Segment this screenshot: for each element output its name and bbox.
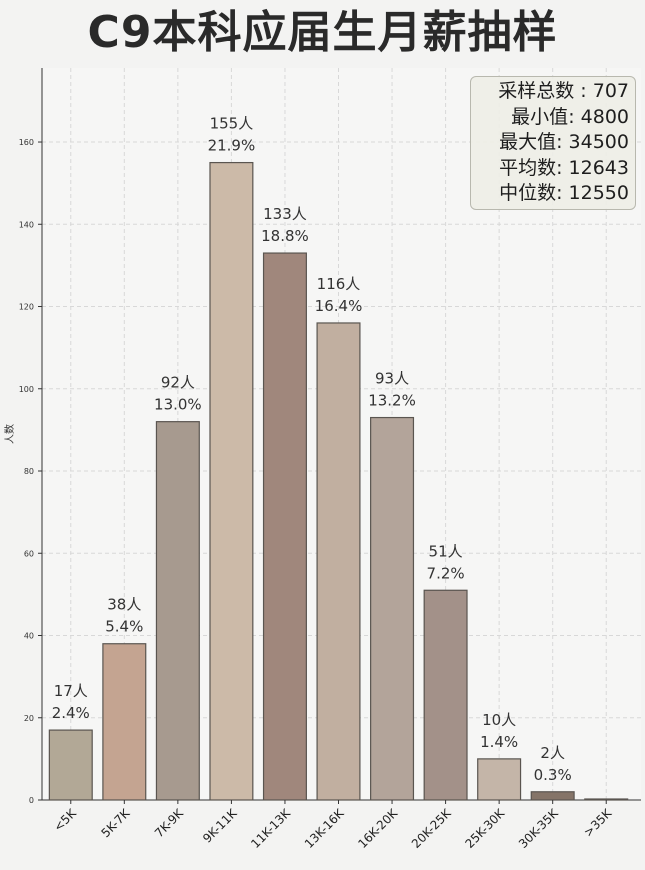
x-tick-label: <5K [51, 805, 80, 834]
bar-count-label: 93人 [375, 370, 409, 388]
bar-5k [48, 729, 93, 801]
y-tick-label: 80 [24, 467, 34, 476]
bar-9k-11k [209, 161, 254, 801]
y-axis-label: 人数 [3, 424, 16, 444]
bar-16k-20k [370, 416, 415, 801]
bar-percent-label: 5.4% [105, 618, 143, 636]
chart-title: C9本科应届生月薪抽样 [87, 7, 558, 58]
bar-percent-label: 2.4% [52, 704, 90, 722]
bar-count-label: 38人 [107, 596, 141, 614]
bar-7k-9k [155, 421, 200, 801]
bar-count-label: 51人 [429, 542, 463, 560]
bar-count-label: 116人 [317, 275, 361, 293]
x-tick-label: 9K-11K [200, 805, 240, 845]
y-tick-label: 160 [19, 138, 34, 147]
bar-13k-16k [316, 322, 361, 801]
stat-label: 最小值 [511, 105, 569, 128]
x-tick-label: 30K-35K [516, 805, 562, 851]
bar-count-label: 17人 [54, 682, 88, 700]
stat-row-median: 中位数: 12550 [477, 181, 629, 207]
x-tick-label: 20K-25K [409, 805, 455, 851]
y-tick-label: 120 [19, 303, 34, 312]
y-tick-label: 100 [19, 385, 34, 394]
stat-label: 最大值 [499, 131, 557, 153]
stat-value: 12643 [568, 156, 629, 179]
bar-count-label: 155人 [210, 115, 254, 133]
bar-count-label: 2人 [540, 744, 565, 762]
bar-5k-7k [102, 643, 147, 801]
x-tick-label: 11K-13K [248, 805, 294, 851]
bar-11k-13k [262, 252, 307, 801]
x-tick-label: 5K-7K [98, 805, 133, 840]
y-tick-label: 140 [19, 220, 34, 229]
stat-value: 707 [592, 80, 629, 102]
y-tick-label: 40 [24, 632, 34, 641]
stats-legend-box: 采样总数: 707 最小值: 4800 最大值: 34500 平均数: 1264… [470, 76, 636, 210]
x-tick-label: 7K-9K [152, 805, 187, 840]
x-tick-label: 16K-20K [355, 805, 401, 851]
y-tick-label: 20 [24, 714, 34, 723]
bar-count-label: 92人 [161, 374, 195, 392]
bar-percent-label: 13.0% [154, 396, 202, 414]
bar-20k-25k [423, 589, 468, 801]
stat-row-mean: 平均数: 12643 [477, 156, 629, 182]
bar-count-label: 133人 [263, 205, 307, 223]
bar-percent-label: 1.4% [480, 733, 518, 751]
x-tick-label: 25K-30K [462, 805, 508, 851]
y-tick-label: 0 [29, 796, 34, 805]
stat-colon: : [556, 182, 569, 204]
y-tick-label: 60 [24, 549, 34, 558]
stat-label: 中位数 [499, 182, 557, 204]
bar-35k [584, 798, 629, 801]
stat-colon: : [568, 105, 581, 128]
bar-percent-label: 0.3% [534, 766, 572, 784]
bar-percent-label: 21.9% [208, 137, 256, 155]
stat-value: 34500 [568, 131, 629, 153]
stat-colon: : [556, 131, 569, 153]
stat-row-sample-count: 采样总数: 707 [477, 79, 629, 105]
stat-colon: : [580, 80, 593, 102]
stat-row-max: 最大值: 34500 [477, 130, 629, 156]
bar-percent-label: 16.4% [315, 297, 363, 315]
x-tick-label: >35K [581, 805, 615, 839]
stat-colon: : [556, 156, 569, 179]
bar-25k-30k [477, 758, 522, 801]
bar-30k-35k [530, 791, 575, 801]
stat-label: 采样总数 [498, 80, 575, 102]
stat-value: 12550 [568, 182, 629, 204]
stat-value: 4800 [580, 105, 629, 128]
bar-count-label: 10人 [482, 711, 516, 729]
bar-percent-label: 13.2% [368, 392, 416, 410]
x-tick-label: 13K-16K [302, 805, 348, 851]
bar-percent-label: 18.8% [261, 227, 309, 245]
stat-label: 平均数 [499, 156, 557, 179]
bar-percent-label: 7.2% [427, 564, 465, 582]
stat-row-min: 最小值: 4800 [477, 105, 629, 131]
